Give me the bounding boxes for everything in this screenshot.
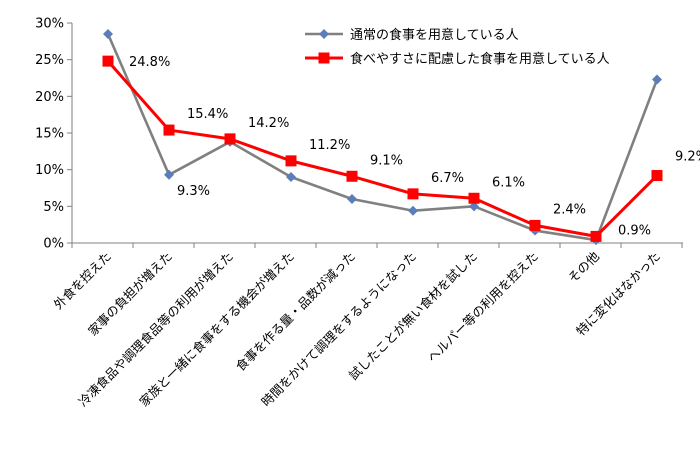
legend-item: 食べやすさに配慮した食事を用意している人 bbox=[305, 51, 610, 67]
data-point-marker bbox=[347, 194, 357, 204]
data-point-marker bbox=[346, 170, 358, 182]
data-label: 9.1% bbox=[370, 153, 403, 168]
x-tick-label: 試したことが無い食材を試した bbox=[346, 249, 480, 383]
data-point-marker bbox=[590, 230, 602, 242]
y-tick-label: 25% bbox=[35, 53, 64, 68]
data-point-marker bbox=[164, 169, 174, 180]
data-label: 11.2% bbox=[309, 138, 350, 153]
data-label: 2.4% bbox=[553, 202, 586, 217]
legend-label: 食べやすさに配慮した食事を用意している人 bbox=[350, 51, 610, 67]
data-point-marker bbox=[407, 188, 419, 200]
data-point-marker bbox=[469, 201, 479, 212]
data-labels: 24.8% 15.4% 14.2% 11.2% 9.1% 6.7% 6.1% 2.4% 0.9%… bbox=[129, 55, 700, 238]
series-2 bbox=[102, 55, 663, 242]
data-label: 9.2% bbox=[675, 150, 700, 165]
data-label: 6.1% bbox=[492, 175, 525, 190]
series-line bbox=[106, 60, 659, 238]
data-point-marker bbox=[224, 133, 236, 145]
series-layer bbox=[102, 29, 663, 246]
data-point-marker bbox=[468, 192, 480, 204]
data-point-marker bbox=[102, 55, 114, 67]
data-point-marker bbox=[529, 219, 541, 231]
data-label: 9.3% bbox=[177, 184, 210, 199]
y-tick-label: 30% bbox=[35, 17, 64, 32]
x-tick-label: その他 bbox=[565, 248, 602, 285]
data-label: 15.4% bbox=[187, 107, 228, 122]
x-tick-label: ヘルパー等の利用を控えた bbox=[424, 249, 541, 366]
legend-item: 通常の食事を用意している人 bbox=[305, 27, 519, 43]
data-point-marker bbox=[163, 124, 175, 136]
legend-label: 通常の食事を用意している人 bbox=[350, 27, 519, 43]
legend-marker bbox=[318, 52, 330, 64]
y-tick-label: 10% bbox=[35, 163, 64, 178]
x-tick-label: 外食を控えた bbox=[50, 249, 114, 313]
legend-marker bbox=[319, 29, 329, 39]
data-label: 6.7% bbox=[431, 171, 464, 186]
x-tick-label: 食事を作る量・品数が減った bbox=[233, 249, 359, 375]
data-label: 0.9% bbox=[618, 223, 651, 238]
data-label: 24.8% bbox=[129, 55, 170, 70]
y-tick-label: 20% bbox=[35, 90, 64, 105]
data-label: 14.2% bbox=[248, 116, 289, 131]
data-point-marker bbox=[286, 172, 296, 182]
data-point-marker bbox=[408, 205, 418, 216]
series-line bbox=[106, 33, 659, 242]
y-tick-label: 0% bbox=[43, 237, 64, 252]
data-point-marker bbox=[651, 170, 663, 182]
data-point-marker bbox=[285, 155, 297, 167]
data-point-marker bbox=[103, 29, 113, 39]
y-tick-label: 5% bbox=[43, 200, 64, 215]
data-point-marker bbox=[652, 74, 662, 85]
y-tick-label: 15% bbox=[35, 127, 64, 142]
